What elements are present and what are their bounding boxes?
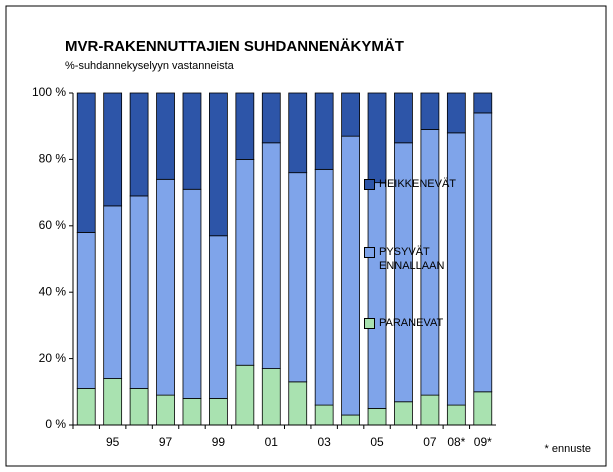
bar-segment <box>394 92 413 144</box>
legend-item: PYSYVÄT ENNALLAAN <box>364 245 464 273</box>
bar-segment <box>156 178 175 396</box>
bar-segment <box>129 92 149 197</box>
bar-segment <box>288 381 308 426</box>
bar-segment <box>341 135 360 416</box>
bar-segment <box>182 92 202 190</box>
x-tick-label: 07 <box>423 435 437 449</box>
bar-segment <box>314 168 334 406</box>
bar-segment <box>261 368 281 426</box>
y-tick-label: 100 % <box>32 85 66 99</box>
bar-segment <box>367 407 387 426</box>
bar-segment <box>473 112 493 393</box>
bar-segment <box>76 92 96 233</box>
bar-segment <box>103 205 123 379</box>
bar-segment <box>261 92 281 144</box>
bar-segment <box>261 142 281 369</box>
bar-segment <box>182 398 202 426</box>
bar-segment <box>103 92 123 207</box>
y-tick-label: 20 % <box>39 351 67 365</box>
x-tick-label: 08* <box>447 435 465 449</box>
bar-segment <box>314 404 334 426</box>
annotation: * ennuste <box>545 443 591 455</box>
bar-segment <box>209 92 228 237</box>
bar-segment <box>473 92 493 114</box>
bar-segment <box>341 414 360 426</box>
y-tick-label: 60 % <box>39 218 67 232</box>
legend-swatch <box>364 179 375 190</box>
bar-segment <box>473 391 493 426</box>
bar-segment <box>394 401 413 426</box>
bar-segment <box>209 235 228 399</box>
bar-segment <box>235 158 255 366</box>
bar-segment <box>156 394 175 426</box>
y-tick-label: 80 % <box>39 152 67 166</box>
bar-segment <box>129 388 149 426</box>
bar-segment <box>129 195 149 389</box>
bar-segment <box>209 398 228 426</box>
bar-segment <box>446 404 466 426</box>
y-tick-label: 0 % <box>45 417 66 431</box>
bar-segment <box>446 92 466 134</box>
legend-label: PARANEVAT <box>379 317 444 329</box>
legend-swatch <box>364 318 375 329</box>
x-tick-label: 97 <box>159 435 173 449</box>
bar-segment <box>76 388 96 426</box>
bar-segment <box>367 182 387 409</box>
legend-item: PARANEVAT <box>364 316 464 330</box>
bar-segment <box>341 92 360 137</box>
bar-segment <box>367 92 387 184</box>
bar-segment <box>182 188 202 399</box>
legend-label: PYSYVÄT ENNALLAAN <box>379 246 445 272</box>
x-tick-label: 01 <box>265 435 279 449</box>
bar-segment <box>156 92 175 180</box>
bar-segment <box>235 364 255 426</box>
bar-segment <box>420 394 440 426</box>
x-tick-label: 95 <box>106 435 120 449</box>
chart-title: MVR-RAKENNUTTAJIEN SUHDANNENÄKYMÄT <box>65 38 404 55</box>
bar-segment <box>235 92 255 160</box>
bar-segment <box>314 92 334 170</box>
bar-segment <box>103 378 123 426</box>
chart-subtitle: %-suhdannekyselyyn vastanneista <box>65 60 235 72</box>
x-tick-label: 03 <box>317 435 331 449</box>
bar-segment <box>420 92 440 130</box>
bar-segment <box>76 232 96 389</box>
legend-swatch <box>364 247 375 258</box>
y-tick-label: 40 % <box>39 284 67 298</box>
bar-segment <box>288 172 308 383</box>
legend-item: HEIKKENEVÄT <box>364 177 464 191</box>
legend-label: HEIKKENEVÄT <box>379 178 457 190</box>
x-tick-label: 99 <box>212 435 226 449</box>
bar-segment <box>288 92 308 174</box>
x-tick-label: 05 <box>370 435 384 449</box>
x-tick-label: 09* <box>474 435 492 449</box>
